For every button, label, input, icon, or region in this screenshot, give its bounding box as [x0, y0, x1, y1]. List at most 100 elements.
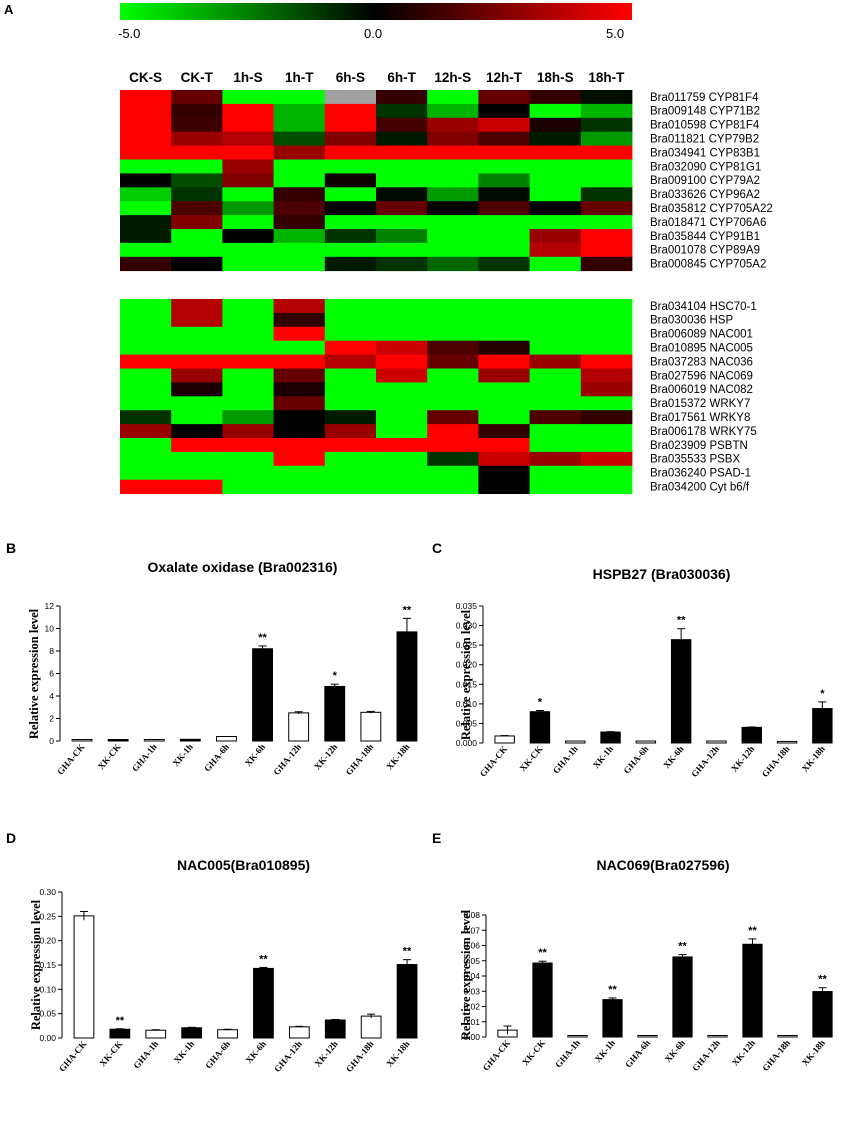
chart-title: Oxalate oxidase (Bra002316) — [148, 559, 338, 575]
bar — [565, 740, 586, 744]
heatmap-row-label: Bra006089 NAC001 — [650, 329, 753, 341]
x-tick-label: XK-18h — [800, 744, 827, 774]
heatmap-cell — [376, 173, 428, 188]
heatmap-cell — [427, 173, 479, 188]
significance-marker: ** — [748, 925, 757, 937]
heatmap-cell — [222, 103, 274, 119]
heatmap-cell — [273, 479, 326, 494]
heatmap-cell — [273, 312, 326, 328]
heatmap-cell — [427, 465, 479, 481]
heatmap-cell — [427, 396, 479, 411]
heatmap-cell — [120, 117, 172, 133]
heatmap-row-label: Bra035812 CYP705A22 — [650, 203, 773, 215]
bar — [253, 967, 274, 1039]
heatmap-cell — [171, 451, 223, 467]
heatmap-cell — [222, 187, 274, 202]
heatmap-cell — [324, 326, 377, 342]
y-tick-label: 0.030 — [456, 621, 478, 631]
bar — [396, 964, 418, 1039]
heatmap-cell — [427, 424, 479, 439]
heatmap-cell — [273, 326, 326, 342]
heatmap-cells — [120, 90, 633, 494]
heatmap-cell — [171, 187, 223, 202]
heatmap-cell — [376, 340, 428, 355]
heatmap-cell — [171, 173, 223, 188]
heatmap-cell — [427, 410, 479, 425]
x-tick-label: GHA-6h — [621, 744, 650, 776]
heatmap-cell — [222, 340, 274, 355]
heatmap-cell — [376, 382, 428, 397]
x-tick-label: XK-18h — [384, 742, 411, 772]
heatmap-cell — [324, 465, 377, 481]
heatmap-row-label: Bra037283 NAC036 — [650, 356, 753, 368]
heatmap-cell — [120, 215, 172, 230]
bar — [635, 740, 657, 744]
heatmap-row-label: Bra032090 CYP81G1 — [650, 161, 761, 173]
heatmap-cell — [376, 312, 428, 328]
x-tick-label: XK-6h — [663, 1038, 687, 1064]
bar — [494, 735, 515, 744]
heatmap-column-header: CK-T — [181, 70, 214, 85]
heatmap-cell — [580, 438, 633, 453]
y-tick-label: 0.015 — [456, 679, 478, 689]
bar — [145, 1029, 167, 1039]
bar — [324, 1019, 346, 1039]
heatmap-cell — [222, 173, 274, 188]
bar — [741, 726, 762, 744]
heatmap-cell — [529, 201, 582, 216]
heatmap-cell — [120, 382, 172, 397]
y-tick-label: 0.005 — [456, 718, 478, 728]
heatmap-cell — [580, 215, 633, 230]
x-tick-label: XK-12h — [312, 742, 339, 772]
heatmap-cell — [529, 173, 582, 188]
x-tick-label: GHA-CK — [481, 1038, 512, 1073]
heatmap-cell — [580, 145, 633, 160]
heatmap-cell — [222, 368, 274, 383]
heatmap-cell — [273, 145, 326, 160]
heatmap-cell — [273, 256, 326, 272]
heatmap-cell — [171, 299, 223, 314]
heatmap-cell — [120, 340, 172, 355]
bar-charts: Oxalate oxidase (Bra002316) Relative expr… — [27, 559, 833, 1074]
significance-marker: * — [820, 688, 825, 700]
heatmap-cell — [529, 215, 582, 230]
y-tick-label: 0.00 — [39, 1033, 56, 1043]
y-tick-label: 0.20 — [39, 936, 56, 946]
heatmap-cell — [222, 229, 274, 244]
y-tick-label: 0.02 — [463, 1002, 480, 1012]
heatmap-cell — [376, 90, 428, 105]
heatmap-cell — [529, 299, 582, 314]
heatmap-cell — [529, 438, 582, 453]
heatmap-cell — [580, 410, 633, 425]
heatmap-cell — [478, 187, 530, 202]
heatmap-cell — [580, 479, 633, 494]
heatmap-cell — [273, 215, 326, 230]
heatmap-cell — [478, 90, 530, 105]
heatmap-cell — [580, 451, 633, 467]
heatmap-cell — [580, 131, 633, 146]
heatmap-cell — [529, 396, 582, 411]
heatmap-column-headers: CK-S CK-T 1h-S 1h-T 6h-S 6h-T 12h-S 12h-T 18h-S 1… — [129, 70, 625, 85]
heatmap-cell — [427, 326, 479, 342]
y-tick-label: 0.15 — [39, 960, 56, 970]
heatmap-cell — [376, 201, 428, 216]
y-axis-title: Relative expression level — [459, 609, 473, 740]
heatmap-cell — [324, 90, 377, 105]
heatmap-cell — [427, 103, 479, 119]
heatmap-cell — [529, 354, 582, 369]
heatmap-cell — [120, 229, 172, 244]
heatmap-cell — [478, 173, 530, 188]
heatmap-cell — [222, 438, 274, 453]
y-tick-label: 8 — [49, 646, 54, 656]
bar — [706, 740, 727, 744]
heatmap-cell — [478, 438, 530, 453]
heatmap-cell — [580, 229, 633, 244]
y-tick-label: 2 — [49, 714, 54, 724]
heatmap-row-label: Bra015372 WRKY7 — [650, 398, 750, 410]
heatmap-cell — [171, 465, 223, 481]
heatmap-cell — [171, 256, 223, 272]
heatmap-cell — [529, 103, 582, 119]
heatmap-row-label: Bra023909 PSBTN — [650, 440, 748, 452]
heatmap-cell — [376, 229, 428, 244]
heatmap-cell — [222, 410, 274, 425]
